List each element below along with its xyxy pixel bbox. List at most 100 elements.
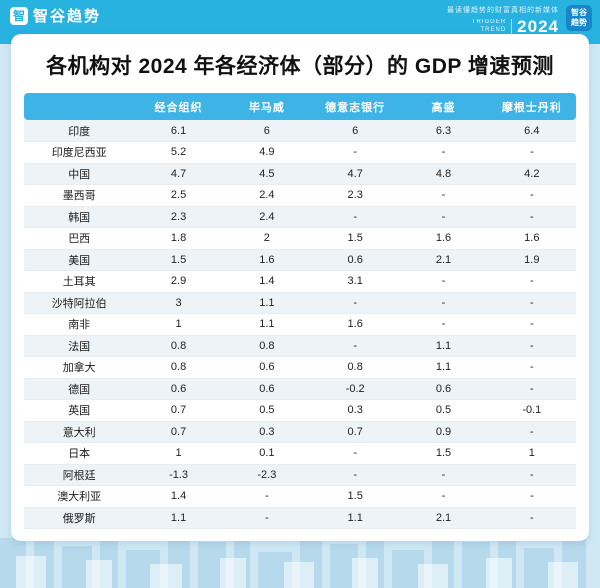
table-row: 德国 0.6 0.6 -0.2 0.6- bbox=[24, 378, 576, 400]
value-cell: - bbox=[487, 270, 576, 293]
value-cell: 1.1 bbox=[222, 292, 312, 314]
value-cell: 1.5 bbox=[311, 485, 400, 508]
value-cell: 0.7 bbox=[134, 399, 223, 422]
value-cell: 2 bbox=[222, 227, 312, 250]
value-cell: - bbox=[311, 206, 400, 228]
value-cell: 0.8 bbox=[134, 356, 223, 379]
value-cell: 2.1 bbox=[399, 507, 488, 529]
value-cell: 1.6 bbox=[222, 249, 312, 271]
table-row: 印度尼西亚 5.2 4.9- - - bbox=[24, 141, 576, 164]
value-cell: 1.1 bbox=[399, 335, 488, 357]
value-cell: 0.3 bbox=[222, 421, 312, 443]
table-row: 阿根廷 -1.3 -2.3- - - bbox=[24, 464, 576, 486]
value-cell: 6.1 bbox=[134, 120, 223, 142]
table-row: 墨西哥 2.5 2.4 2.3- - bbox=[24, 184, 576, 207]
table-row: 印度 6.1 6 6 6.3 6.4 bbox=[24, 120, 576, 142]
value-cell: 1 bbox=[134, 313, 223, 336]
table-row: 意大利 0.7 0.3 0.7 0.9- bbox=[24, 421, 576, 443]
value-cell: - bbox=[399, 206, 488, 228]
value-cell: 0.9 bbox=[399, 421, 488, 443]
value-cell: - bbox=[487, 485, 576, 508]
value-cell: - bbox=[399, 464, 488, 486]
value-cell: 2.9 bbox=[134, 270, 223, 293]
badge-line2: 趋势 bbox=[571, 18, 587, 27]
value-cell: 0.6 bbox=[311, 249, 400, 271]
value-cell: - bbox=[311, 442, 400, 465]
country-cell: 墨西哥 bbox=[24, 184, 135, 207]
value-cell: - bbox=[487, 292, 576, 314]
trigger-word: TRIGGER bbox=[471, 19, 507, 26]
content-card: 各机构对 2024 年各经济体（部分）的 GDP 增速预测 经合组织 毕马威 德意志… bbox=[11, 34, 589, 541]
value-cell: 2.4 bbox=[222, 184, 312, 207]
value-cell: - bbox=[487, 464, 576, 486]
banner-year: 2024 bbox=[517, 17, 559, 36]
value-cell: 1.1 bbox=[311, 507, 400, 529]
value-cell: 3 bbox=[134, 292, 223, 314]
header-row: 经合组织 毕马威 德意志银行 高盛 摩根士丹利 bbox=[24, 93, 576, 120]
value-cell: 0.8 bbox=[134, 335, 223, 357]
brand-logo-icon: 智 bbox=[10, 6, 28, 25]
trend-word: TREND bbox=[480, 27, 507, 33]
value-cell: 1.5 bbox=[134, 249, 223, 271]
value-cell: 1.5 bbox=[311, 227, 400, 250]
value-cell: - bbox=[487, 313, 576, 336]
value-cell: 1.6 bbox=[399, 227, 488, 250]
table-row: 中国 4.7 4.5 4.7 4.8 4.2 bbox=[24, 163, 576, 185]
table-row: 俄罗斯 1.1-1.1 2.1- bbox=[24, 507, 576, 529]
value-cell: 0.6 bbox=[134, 378, 223, 400]
country-cell: 俄罗斯 bbox=[24, 507, 135, 529]
value-cell: - bbox=[487, 335, 576, 357]
value-cell: 0.7 bbox=[311, 421, 400, 443]
value-cell: 1.1 bbox=[399, 356, 488, 379]
country-cell: 法国 bbox=[24, 335, 135, 357]
column-header-cell: 摩根士丹利 bbox=[487, 93, 576, 120]
value-cell: 2.4 bbox=[222, 206, 312, 228]
table-row: 美国 1.5 1.6 0.6 2.1 1.9 bbox=[24, 249, 576, 271]
value-cell: 1.5 bbox=[399, 442, 488, 465]
gdp-forecast-table: 经合组织 毕马威 德意志银行 高盛 摩根士丹利 印度 6.1 6 6 6.3 6.4 印度尼西亚 5.… bbox=[24, 93, 576, 529]
column-header-cell: 毕马威 bbox=[222, 93, 312, 120]
value-cell: -0.1 bbox=[487, 399, 576, 422]
value-cell: 0.7 bbox=[134, 421, 223, 443]
value-cell: 1.4 bbox=[222, 270, 312, 293]
value-cell: 6 bbox=[311, 120, 400, 142]
column-header-cell: 高盛 bbox=[399, 93, 488, 120]
brand-logo: 智 智谷趋势 bbox=[10, 5, 101, 26]
country-cell: 沙特阿拉伯 bbox=[24, 292, 135, 314]
value-cell: 0.6 bbox=[222, 378, 312, 400]
value-cell: -1.3 bbox=[134, 464, 223, 486]
value-cell: 4.5 bbox=[222, 163, 312, 185]
value-cell: 1.4 bbox=[134, 485, 223, 508]
value-cell: - bbox=[311, 141, 400, 164]
table-row: 英国 0.7 0.5 0.3 0.5 -0.1 bbox=[24, 399, 576, 422]
value-cell: - bbox=[311, 464, 400, 486]
country-cell: 中国 bbox=[24, 163, 135, 185]
banner-trigger-trend: TRIGGER TREND 2024 bbox=[472, 17, 559, 37]
country-cell: 澳大利亚 bbox=[24, 485, 135, 508]
country-cell: 英国 bbox=[24, 399, 135, 422]
value-cell: - bbox=[487, 184, 576, 207]
value-cell: 0.8 bbox=[311, 356, 400, 379]
country-cell: 阿根廷 bbox=[24, 464, 135, 486]
value-cell: 4.9 bbox=[222, 141, 312, 164]
value-cell: - bbox=[399, 485, 488, 508]
country-cell: 印度 bbox=[24, 120, 135, 142]
value-cell: 1 bbox=[134, 442, 223, 465]
city-skyline-illustration bbox=[0, 518, 586, 588]
value-cell: - bbox=[399, 292, 488, 314]
value-cell: 1.6 bbox=[311, 313, 400, 336]
country-cell: 美国 bbox=[24, 249, 135, 271]
column-header-cell: 经合组织 bbox=[134, 93, 223, 120]
value-cell: - bbox=[487, 507, 576, 529]
value-cell: - bbox=[399, 313, 488, 336]
value-cell: 4.7 bbox=[311, 163, 400, 185]
value-cell: 0.8 bbox=[222, 335, 312, 357]
value-cell: - bbox=[487, 356, 576, 379]
country-cell: 土耳其 bbox=[24, 270, 135, 293]
table-header: 经合组织 毕马威 德意志银行 高盛 摩根士丹利 bbox=[24, 93, 576, 120]
value-cell: 4.2 bbox=[487, 163, 576, 185]
trigger-trend-words: TRIGGER TREND bbox=[472, 19, 506, 35]
value-cell: 5.2 bbox=[134, 141, 223, 164]
value-cell: 4.7 bbox=[134, 163, 223, 185]
table-row: 沙特阿拉伯 3 1.1- - - bbox=[24, 292, 576, 314]
